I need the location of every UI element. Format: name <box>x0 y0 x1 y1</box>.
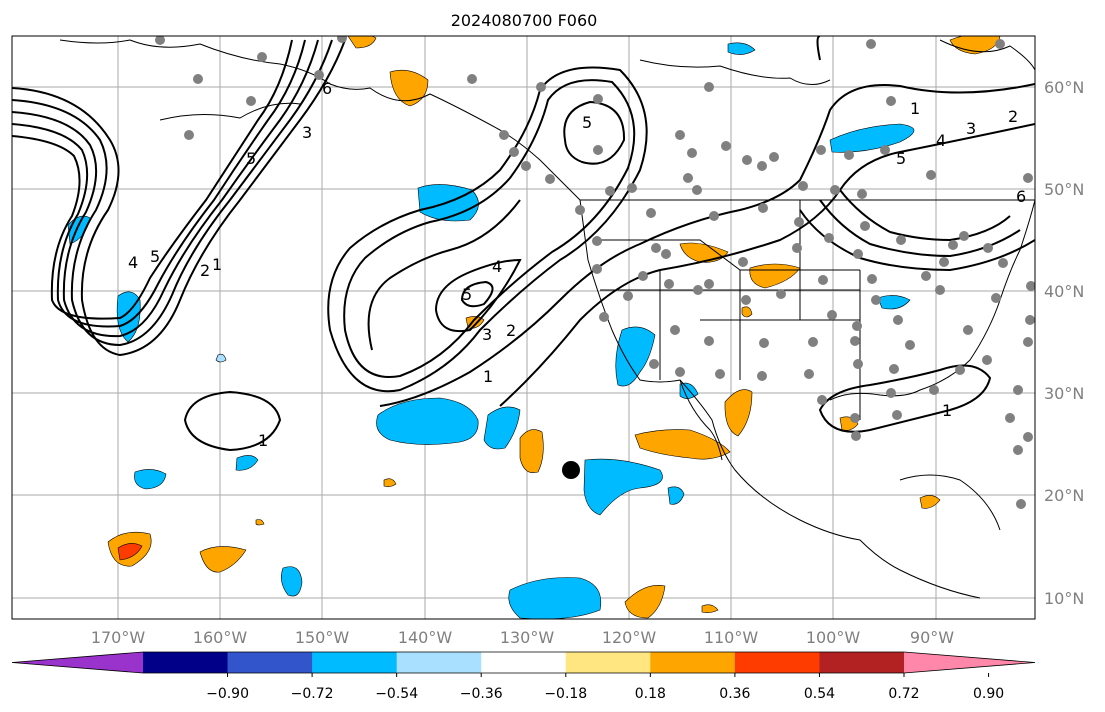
contour-label: 2 <box>506 321 516 340</box>
lat-label: 20°N <box>1044 486 1084 505</box>
colorbar-bin <box>734 652 820 673</box>
colorbar-outline <box>11 651 1036 674</box>
lon-label: 150°W <box>295 628 350 647</box>
contour-label: 5 <box>582 113 592 132</box>
colorbar-bin <box>396 652 482 673</box>
anomaly-fill <box>67 36 1001 619</box>
contour-lines <box>12 36 1035 452</box>
lat-label: 40°N <box>1044 282 1084 301</box>
colorbar-tick-label: 0.18 <box>635 686 666 702</box>
colorbar-tick-label: −0.72 <box>291 686 334 702</box>
contour-label: 1 <box>258 431 268 450</box>
storm-center-marker <box>562 461 580 479</box>
colorbar-tick-label: 0.36 <box>719 686 750 702</box>
contour-label: 4 <box>128 253 138 272</box>
contour-label: 3 <box>482 325 492 344</box>
contour-labels: 1 1 1 1 1 2 2 2 3 3 3 4 4 4 5 5 5 5 5 6 <box>128 79 1026 450</box>
colorbar-tick-label: 0.90 <box>973 686 1004 702</box>
lat-label: 60°N <box>1044 78 1084 97</box>
contour-label: 3 <box>966 119 976 138</box>
colorbar-tick-label: −0.18 <box>544 686 587 702</box>
lon-label: 90°W <box>910 628 954 647</box>
longitude-labels: 170°W 160°W 150°W 140°W 130°W 120°W 110°… <box>91 628 954 647</box>
contour-label: 4 <box>936 131 946 150</box>
lon-label: 100°W <box>806 628 861 647</box>
coastlines <box>59 39 1035 599</box>
colorbar-bin <box>481 652 567 673</box>
colorbar-tick-label: −0.54 <box>375 686 418 702</box>
colorbar-bin <box>565 652 651 673</box>
contour-label: 1 <box>910 99 920 118</box>
contour-label: 5 <box>246 149 256 168</box>
lon-label: 160°W <box>193 628 248 647</box>
station-dots <box>155 36 1035 509</box>
contour-label: 4 <box>492 257 502 276</box>
contour-label: 1 <box>483 367 493 386</box>
lon-label: 140°W <box>398 628 453 647</box>
colorbar-extend-max <box>904 652 1035 673</box>
colorbar-tick-label: 0.72 <box>888 686 919 702</box>
latitude-labels: 60°N 50°N 40°N 30°N 20°N 10°N <box>1044 78 1084 608</box>
lon-label: 120°W <box>602 628 657 647</box>
colorbar-tick-label: −0.36 <box>460 686 503 702</box>
colorbar-tick-label: −0.90 <box>206 686 249 702</box>
map-title: 2024080700 F060 <box>451 11 598 30</box>
lat-label: 50°N <box>1044 180 1084 199</box>
colorbar-extend-min <box>12 652 143 673</box>
contour-label: 6 <box>1016 187 1026 206</box>
contour-label: 1 <box>942 401 952 420</box>
contour-label: 2 <box>1008 107 1018 126</box>
contour-label: 5 <box>150 247 160 266</box>
lon-label: 170°W <box>91 628 146 647</box>
map-panel: 1 1 1 1 1 2 2 2 3 3 3 4 4 4 5 5 5 5 5 6 <box>11 35 1036 620</box>
colorbar-bin <box>143 652 229 673</box>
contour-label: 6 <box>322 79 332 98</box>
colorbar-bin <box>650 652 736 673</box>
contour-label: 1 <box>212 255 222 274</box>
contour-label: 2 <box>200 261 210 280</box>
contour-label: 5 <box>896 149 906 168</box>
lat-label: 10°N <box>1044 589 1084 608</box>
lon-label: 110°W <box>704 628 759 647</box>
contour-label: 3 <box>302 123 312 142</box>
colorbar-bin <box>227 652 313 673</box>
colorbar-bin <box>819 652 905 673</box>
colorbar-bin <box>312 652 398 673</box>
colorbar-tick-label: 0.54 <box>804 686 835 702</box>
map-frame <box>11 35 1036 620</box>
colorbar: −0.90 −0.72 −0.54 −0.36 −0.18 0.18 0.36 0.54 0.7… <box>11 651 1036 702</box>
contour-label: 5 <box>462 285 472 304</box>
lon-label: 130°W <box>500 628 555 647</box>
lat-label: 30°N <box>1044 384 1084 403</box>
